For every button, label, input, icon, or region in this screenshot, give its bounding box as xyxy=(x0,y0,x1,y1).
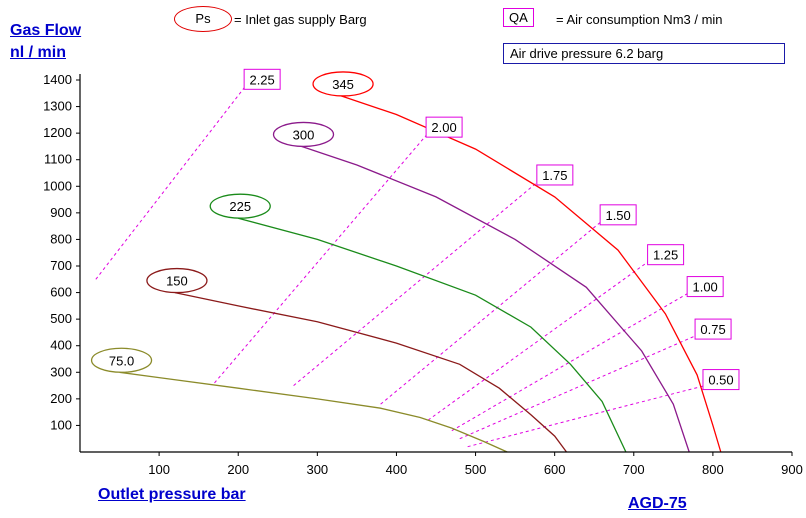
curve-label-ellipse xyxy=(209,193,271,219)
curve-345 xyxy=(340,95,722,453)
air-label-2.25: 2.25 xyxy=(243,68,281,90)
x-tick-labels: 100 200 300 400 500 600 700 800 900 xyxy=(148,462,803,477)
air-label-box xyxy=(536,164,574,186)
x-axis-label: Outlet pressure bar xyxy=(98,486,246,503)
air-label-box xyxy=(599,204,637,226)
x-tick-label: 500 xyxy=(465,462,487,477)
y-tick-label: 800 xyxy=(50,231,72,246)
air-line-0.50 xyxy=(467,385,706,448)
air-label-box xyxy=(686,276,724,298)
y-tick-label: 200 xyxy=(50,391,72,406)
ps-legend-description: = Inlet gas supply Barg xyxy=(234,12,367,27)
curve-label-ellipse xyxy=(90,347,153,373)
air-label-text: 1.75 xyxy=(542,168,567,183)
air-label-text: 1.25 xyxy=(653,248,678,263)
x-tick-label: 100 xyxy=(148,462,170,477)
y-tick-label: 1000 xyxy=(43,178,72,193)
air-drive-pressure-box: Air drive pressure 6.2 barg xyxy=(503,43,785,64)
air-label-1.25: 1.25 xyxy=(647,244,685,266)
model-label: AGD-75 xyxy=(628,495,687,512)
air-label-text: 0.50 xyxy=(708,373,733,388)
air-line-1.50 xyxy=(380,220,603,405)
air-line-2.25 xyxy=(95,85,247,280)
x-tick-label: 200 xyxy=(227,462,249,477)
y-tick-label: 1400 xyxy=(43,72,72,87)
air-consumption-labels: 2.25 2.00 1.75 1.50 1.25 1.00 0.75 0.50 xyxy=(243,68,740,391)
air-label-box xyxy=(425,116,463,138)
y-tick-label: 500 xyxy=(50,311,72,326)
x-tick-label: 300 xyxy=(306,462,328,477)
y-tick-label: 600 xyxy=(50,285,72,300)
air-label-box xyxy=(702,369,740,391)
x-tick-label: 700 xyxy=(623,462,645,477)
air-label-box xyxy=(243,68,281,90)
curve-225 xyxy=(238,217,627,453)
y-tick-label: 1100 xyxy=(44,152,72,167)
qa-legend-symbol: QA xyxy=(503,8,534,27)
x-tick-label: 600 xyxy=(544,462,566,477)
air-label-0.75: 0.75 xyxy=(694,318,732,340)
air-label-text: 2.25 xyxy=(249,72,274,87)
air-line-2.00 xyxy=(214,132,429,384)
curve-label-text: 225 xyxy=(229,199,251,214)
air-line-1.25 xyxy=(427,260,650,421)
air-label-text: 0.75 xyxy=(700,322,725,337)
y-tick-label: 1200 xyxy=(43,125,72,140)
air-label-text: 2.00 xyxy=(431,120,456,135)
air-line-0.75 xyxy=(459,334,698,440)
y-tick-label: 300 xyxy=(50,364,72,379)
curve-label-225: 225 xyxy=(209,193,271,219)
curve-75.0 xyxy=(119,371,508,453)
x-tick-label: 400 xyxy=(386,462,408,477)
curve-label-ellipse xyxy=(146,267,208,294)
curve-label-300: 300 xyxy=(272,121,335,148)
air-consumption-lines xyxy=(95,85,706,448)
air-label-1.50: 1.50 xyxy=(599,204,637,226)
curve-label-text: 300 xyxy=(293,127,315,142)
air-label-box xyxy=(647,244,685,266)
air-label-2.00: 2.00 xyxy=(425,116,463,138)
air-label-box xyxy=(694,318,732,340)
y-tick-label: 1300 xyxy=(43,99,72,114)
curve-300 xyxy=(301,145,690,453)
y-tick-label: 400 xyxy=(50,338,72,353)
curve-label-text: 150 xyxy=(166,274,188,289)
qa-legend-description: = Air consumption Nm3 / min xyxy=(556,12,723,27)
air-label-text: 1.00 xyxy=(692,280,717,295)
y-tick-label: 900 xyxy=(50,205,72,220)
curve-label-345: 345 xyxy=(312,71,374,97)
curve-150 xyxy=(174,291,568,453)
air-label-1.75: 1.75 xyxy=(536,164,574,186)
x-tick-label: 900 xyxy=(781,462,803,477)
y-tick-labels: 100 200 300 400 500 600 700 800 900 1000 1100 1200 1… xyxy=(43,72,72,432)
pressure-curves xyxy=(119,95,722,453)
curve-label-ellipse xyxy=(312,71,374,97)
curve-label-150: 150 xyxy=(146,267,208,294)
y-tick-label: 100 xyxy=(50,417,72,432)
y-tick-label: 700 xyxy=(50,258,72,273)
air-line-1.00 xyxy=(451,292,690,432)
air-label-0.50: 0.50 xyxy=(702,369,740,391)
x-tick-label: 800 xyxy=(702,462,724,477)
curve-label-text: 345 xyxy=(332,77,354,92)
y-axis-label-line2: nl / min xyxy=(10,44,66,61)
curve-label-75.0: 75.0 xyxy=(90,347,153,373)
air-label-text: 1.50 xyxy=(605,208,630,223)
ps-legend-symbol: Ps xyxy=(174,6,232,32)
curve-label-ellipse xyxy=(272,121,335,148)
air-label-1.00: 1.00 xyxy=(686,276,724,298)
y-axis-label-line1: Gas Flow xyxy=(10,22,82,39)
curve-label-text: 75.0 xyxy=(109,353,134,368)
pressure-curve-labels: 75.0 150 225 300 345 xyxy=(90,71,374,373)
air-line-1.75 xyxy=(293,180,540,386)
chart-frame xyxy=(76,74,793,456)
